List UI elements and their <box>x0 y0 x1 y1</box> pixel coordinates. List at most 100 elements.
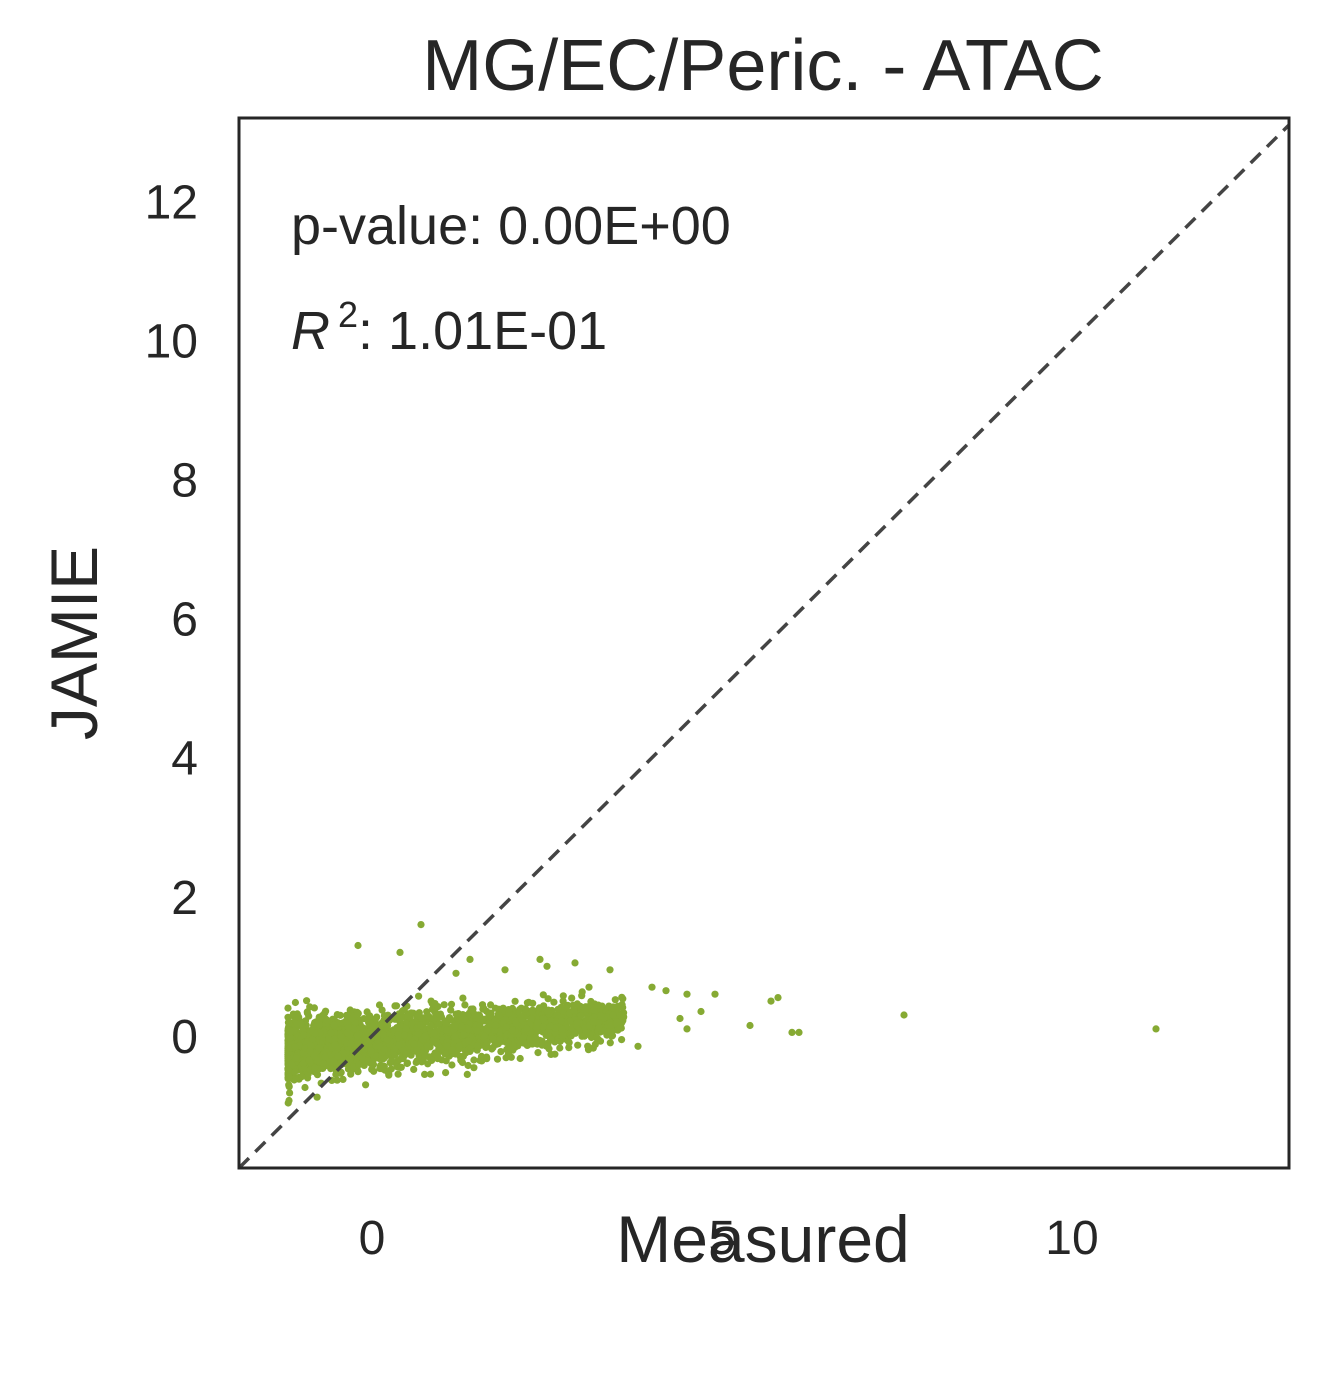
data-point <box>379 1030 387 1039</box>
data-point <box>464 1037 473 1045</box>
data-point <box>299 1059 307 1067</box>
data-point <box>535 1004 544 1012</box>
data-point <box>464 1061 472 1070</box>
y-tick-label: 10 <box>145 316 198 369</box>
data-point <box>479 1005 487 1013</box>
data-point <box>538 1041 546 1049</box>
data-point <box>306 1003 314 1011</box>
data-point <box>425 1012 433 1021</box>
data-point <box>421 1053 429 1061</box>
data-point <box>424 1042 432 1050</box>
data-point <box>354 1009 362 1018</box>
data-point <box>414 1030 422 1038</box>
data-point <box>293 1020 301 1028</box>
data-point <box>319 1059 327 1067</box>
plot-frame <box>237 116 1291 1170</box>
data-point <box>523 1024 531 1033</box>
data-point <box>368 1065 376 1073</box>
data-point <box>396 1015 404 1023</box>
data-point <box>470 1056 478 1064</box>
data-point <box>539 991 547 999</box>
data-point <box>394 1031 402 1039</box>
data-point <box>285 1083 293 1091</box>
data-point <box>586 1031 594 1039</box>
data-point <box>402 1050 410 1058</box>
data-point <box>441 1050 449 1058</box>
data-point <box>570 1006 578 1015</box>
data-point <box>476 1056 484 1064</box>
data-point <box>534 1049 542 1057</box>
data-point <box>373 1037 381 1045</box>
data-point <box>395 1041 403 1049</box>
data-point <box>427 1021 435 1029</box>
data-point <box>443 1026 451 1034</box>
data-point <box>520 1039 528 1047</box>
data-point <box>313 1093 321 1101</box>
data-point <box>585 983 593 991</box>
data-point <box>300 1031 308 1039</box>
data-point <box>543 1007 552 1015</box>
data-point <box>323 1016 331 1024</box>
data-point <box>556 1044 564 1052</box>
data-point <box>315 1021 323 1029</box>
y-tick-label: 0 <box>171 1011 198 1064</box>
data-point <box>448 1061 456 1069</box>
data-point <box>369 1022 377 1030</box>
data-point <box>318 1011 327 1020</box>
data-point <box>577 1012 585 1020</box>
x-axis-label: Measured <box>616 1202 910 1276</box>
data-point <box>289 1010 297 1018</box>
data-point <box>620 1012 628 1021</box>
data-point <box>285 1019 293 1027</box>
data-point <box>307 1027 315 1035</box>
data-point <box>590 1006 598 1014</box>
data-point <box>347 1039 355 1048</box>
data-point <box>460 1031 468 1039</box>
data-point <box>502 1023 511 1031</box>
data-point <box>365 1012 374 1020</box>
data-point <box>505 1006 513 1014</box>
data-point <box>291 1043 299 1051</box>
data-point <box>428 1056 436 1064</box>
data-point <box>559 992 567 1000</box>
data-point <box>360 1015 368 1023</box>
data-point <box>609 1011 617 1019</box>
data-point <box>327 1029 335 1037</box>
data-point <box>430 1029 438 1037</box>
data-point <box>458 1058 467 1067</box>
data-point <box>291 1068 299 1076</box>
data-point <box>497 1048 505 1056</box>
data-point <box>285 1073 293 1081</box>
data-point <box>676 1014 684 1023</box>
data-point <box>412 1058 420 1066</box>
data-point <box>648 983 656 991</box>
data-point <box>364 1057 372 1065</box>
data-point <box>594 1001 602 1009</box>
x-axis-ticks: 0 5 10 <box>359 1212 1099 1265</box>
data-point <box>463 1070 471 1078</box>
x-tick-label: 10 <box>1045 1212 1098 1265</box>
data-point <box>795 1028 803 1036</box>
r-squared-annotation: R 2: 1.01E-01 <box>291 294 607 361</box>
data-point <box>559 997 567 1005</box>
data-point <box>404 1012 412 1020</box>
identity-reference-line <box>239 123 1289 1168</box>
data-point <box>539 1023 547 1031</box>
data-point <box>383 1036 391 1044</box>
data-point <box>284 1004 292 1012</box>
data-point <box>508 1026 516 1034</box>
data-point <box>534 1019 542 1027</box>
data-point <box>431 1000 439 1008</box>
data-point <box>298 1073 306 1081</box>
data-point <box>344 1024 352 1032</box>
data-point <box>455 1042 463 1050</box>
data-point <box>355 1061 363 1069</box>
data-point <box>458 1022 466 1030</box>
data-point <box>284 1066 292 1074</box>
data-point <box>609 1004 617 1012</box>
data-point <box>578 992 586 1000</box>
data-point <box>511 997 519 1005</box>
data-point <box>711 990 719 998</box>
data-point <box>483 1038 491 1046</box>
data-point <box>566 1017 574 1025</box>
